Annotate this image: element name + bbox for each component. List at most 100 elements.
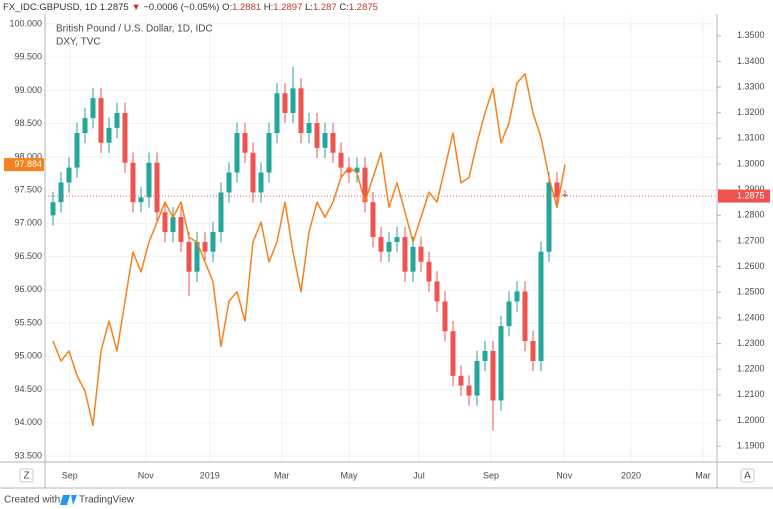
candle-body xyxy=(170,217,176,232)
header: FX_IDC:GBPUSD, 1D 1.2875 ▼ −0.0006 (−0.0… xyxy=(3,2,378,13)
y-tick-label: 93.500 xyxy=(14,450,42,460)
candle-body xyxy=(530,340,536,361)
candle-body xyxy=(498,326,504,401)
y2-tick-label: 1.3200 xyxy=(737,107,765,117)
open-label: O: xyxy=(222,2,232,13)
x-tick-label: Sep xyxy=(483,470,499,480)
candle-body xyxy=(370,202,376,238)
high-label: H: xyxy=(264,2,274,13)
y2-tick-label: 1.2400 xyxy=(737,312,765,322)
y2-tick-label: 1.2700 xyxy=(737,235,765,245)
candle-body xyxy=(266,132,272,173)
footer-brand[interactable]: TradingView xyxy=(79,495,135,506)
candle-body xyxy=(74,132,80,168)
last-value-label: 97.884 xyxy=(14,159,42,169)
candle-body xyxy=(538,251,544,361)
candle-body xyxy=(546,182,552,252)
candle-body xyxy=(138,197,144,203)
y2-tick-label: 1.2200 xyxy=(737,364,765,374)
last-price-label: 1.2875 xyxy=(737,190,765,200)
candle-body xyxy=(402,237,408,272)
y2-tick-label: 1.2100 xyxy=(737,389,765,399)
candle-body xyxy=(290,88,296,113)
change: −0.0006 (−0.05%) xyxy=(143,2,219,13)
candle-body xyxy=(218,192,224,232)
y2-tick-label: 1.3400 xyxy=(737,56,765,66)
zoom-button-label[interactable]: Z xyxy=(23,471,29,482)
legend-series-0: British Pound / U.S. Dollar, 1D, IDC xyxy=(56,24,213,35)
close-value: 1.2875 xyxy=(349,2,378,13)
candle-body xyxy=(146,162,152,198)
y-tick-label: 94.000 xyxy=(14,417,42,427)
x-tick-label: 2019 xyxy=(200,470,220,480)
candle-body xyxy=(202,241,208,252)
candle-body xyxy=(490,350,496,401)
candle-body xyxy=(242,132,248,153)
y2-tick-label: 1.3000 xyxy=(737,158,765,168)
y-tick-label: 98.500 xyxy=(14,118,42,128)
candle-body xyxy=(562,194,568,197)
candle-body xyxy=(66,167,72,183)
candle-body xyxy=(258,172,264,193)
candle-body xyxy=(282,93,288,113)
x-tick-label: Mar xyxy=(695,470,711,480)
candle-body xyxy=(226,172,232,193)
dxy-line xyxy=(52,73,566,427)
high-value: 1.2897 xyxy=(273,2,302,13)
candle-body xyxy=(106,127,112,143)
candle-body xyxy=(98,98,104,143)
last-value-box xyxy=(4,158,44,172)
candle-body xyxy=(354,167,360,173)
y2-tick-label: 1.3300 xyxy=(737,81,765,91)
y2-tick-label: 1.2300 xyxy=(737,338,765,348)
candle-body xyxy=(90,98,96,119)
y-tick-label: 94.500 xyxy=(14,384,42,394)
candle-body xyxy=(338,152,344,168)
candle-body xyxy=(378,237,384,252)
candle-body xyxy=(274,93,280,133)
y2-tick-label: 1.2500 xyxy=(737,287,765,297)
candle-body xyxy=(386,241,392,252)
x-tick-label: Nov xyxy=(556,470,573,480)
candle-body xyxy=(250,152,256,193)
y2-tick-label: 1.2600 xyxy=(737,261,765,271)
y2-tick-label: 1.3500 xyxy=(737,30,765,40)
y2-tick-label: 1.2000 xyxy=(737,415,765,425)
candle-body xyxy=(314,122,320,148)
last-price-box xyxy=(718,189,770,203)
change-arrow: ▼ xyxy=(131,2,140,13)
auto-scale-button[interactable] xyxy=(740,468,755,483)
candle-body xyxy=(194,241,200,272)
y2-tick-label: 1.2800 xyxy=(737,210,765,220)
x-tick-label: Mar xyxy=(274,470,290,480)
legend-series-1: DXY, TVC xyxy=(56,37,101,48)
candle-body xyxy=(178,217,184,242)
y-tick-label: 96.000 xyxy=(14,284,42,294)
candle-body xyxy=(162,212,168,232)
candle-body xyxy=(426,261,432,282)
candle-body xyxy=(346,167,352,173)
candle-body xyxy=(466,385,472,396)
plot xyxy=(45,66,717,431)
candle-body xyxy=(154,162,160,213)
candle-body xyxy=(50,202,56,216)
logo xyxy=(60,495,77,505)
auto-scale-label[interactable]: A xyxy=(744,471,751,482)
y-tick-label: 98.000 xyxy=(14,151,42,161)
y-tick-label: 100.000 xyxy=(9,18,42,28)
y-tick-label: 97.000 xyxy=(14,218,42,228)
candle-body xyxy=(514,291,520,302)
candle-body xyxy=(394,237,400,242)
candle-body xyxy=(554,182,560,198)
candle-body xyxy=(362,167,368,203)
zoom-button[interactable] xyxy=(19,468,34,483)
axes: 100.000 99.500 99.000 98.500 98.000 97.500 97.… xyxy=(4,18,770,480)
candle-body xyxy=(298,88,304,133)
candle-body xyxy=(114,112,120,128)
candle-body xyxy=(306,122,312,133)
y-tick-label: 96.500 xyxy=(14,251,42,261)
candle-body xyxy=(410,246,416,272)
candle-body xyxy=(506,301,512,327)
